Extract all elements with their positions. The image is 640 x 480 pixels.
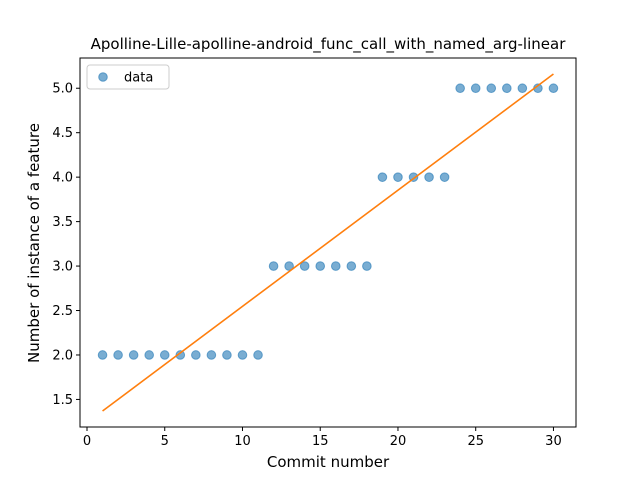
x-tick-label: 25	[467, 434, 484, 449]
data-point	[377, 172, 388, 182]
legend-label: data	[124, 71, 153, 86]
x-tick-label: 20	[390, 434, 407, 449]
plot-area	[97, 73, 559, 412]
x-tick-label: 15	[312, 434, 329, 449]
chart-title: Apolline-Lille-apolline-android_func_cal…	[91, 35, 567, 54]
data-point	[346, 261, 357, 271]
data-point	[97, 350, 108, 360]
data-point	[548, 83, 559, 94]
data-point	[284, 261, 294, 271]
data-point	[455, 83, 465, 94]
data-point	[206, 350, 217, 360]
axes: 0 5 10 15 20 25 30 1.5 2.0 2.5 3.0 3.5 4.0 4.5 5.0	[52, 57, 577, 449]
data-point	[222, 350, 232, 360]
data-point	[144, 350, 154, 360]
legend-marker	[98, 72, 108, 82]
fit-line	[102, 73, 554, 412]
y-tick-label: 3.5	[52, 215, 73, 230]
x-axis-label: Commit number	[267, 453, 390, 471]
data-point	[393, 172, 403, 182]
data-point	[439, 172, 450, 182]
data-point	[159, 350, 170, 360]
data-point	[128, 350, 139, 360]
data-point	[175, 350, 186, 360]
x-tick-label: 30	[545, 434, 562, 449]
data-point	[113, 350, 123, 360]
y-tick-label: 2.5	[52, 304, 73, 319]
y-tick-label: 1.5	[52, 393, 73, 408]
legend: data	[86, 64, 170, 90]
data-point	[299, 261, 310, 271]
data-point	[517, 83, 528, 94]
data-point	[253, 350, 263, 360]
x-tick-label: 0	[83, 434, 91, 449]
x-tick-label: 5	[161, 434, 169, 449]
legend-box	[86, 64, 170, 90]
x-tick-label: 10	[234, 434, 251, 449]
data-point	[486, 83, 497, 94]
data-point	[502, 83, 512, 94]
y-tick-label: 4.0	[52, 171, 73, 186]
y-tick-label: 2.0	[52, 348, 73, 363]
data-point	[470, 83, 481, 94]
y-tick-label: 5.0	[52, 82, 73, 97]
y-tick-label: 4.5	[52, 126, 73, 141]
y-axis-label: Number of instance of a feature	[25, 123, 43, 363]
data-point	[191, 350, 201, 360]
data-point	[362, 261, 372, 271]
data-point	[330, 261, 341, 271]
data-point	[237, 350, 248, 360]
y-tick-label: 3.0	[52, 260, 73, 275]
data-point	[424, 172, 434, 182]
axes-frame	[79, 57, 577, 428]
data-point	[315, 261, 326, 271]
data-point	[268, 261, 279, 271]
